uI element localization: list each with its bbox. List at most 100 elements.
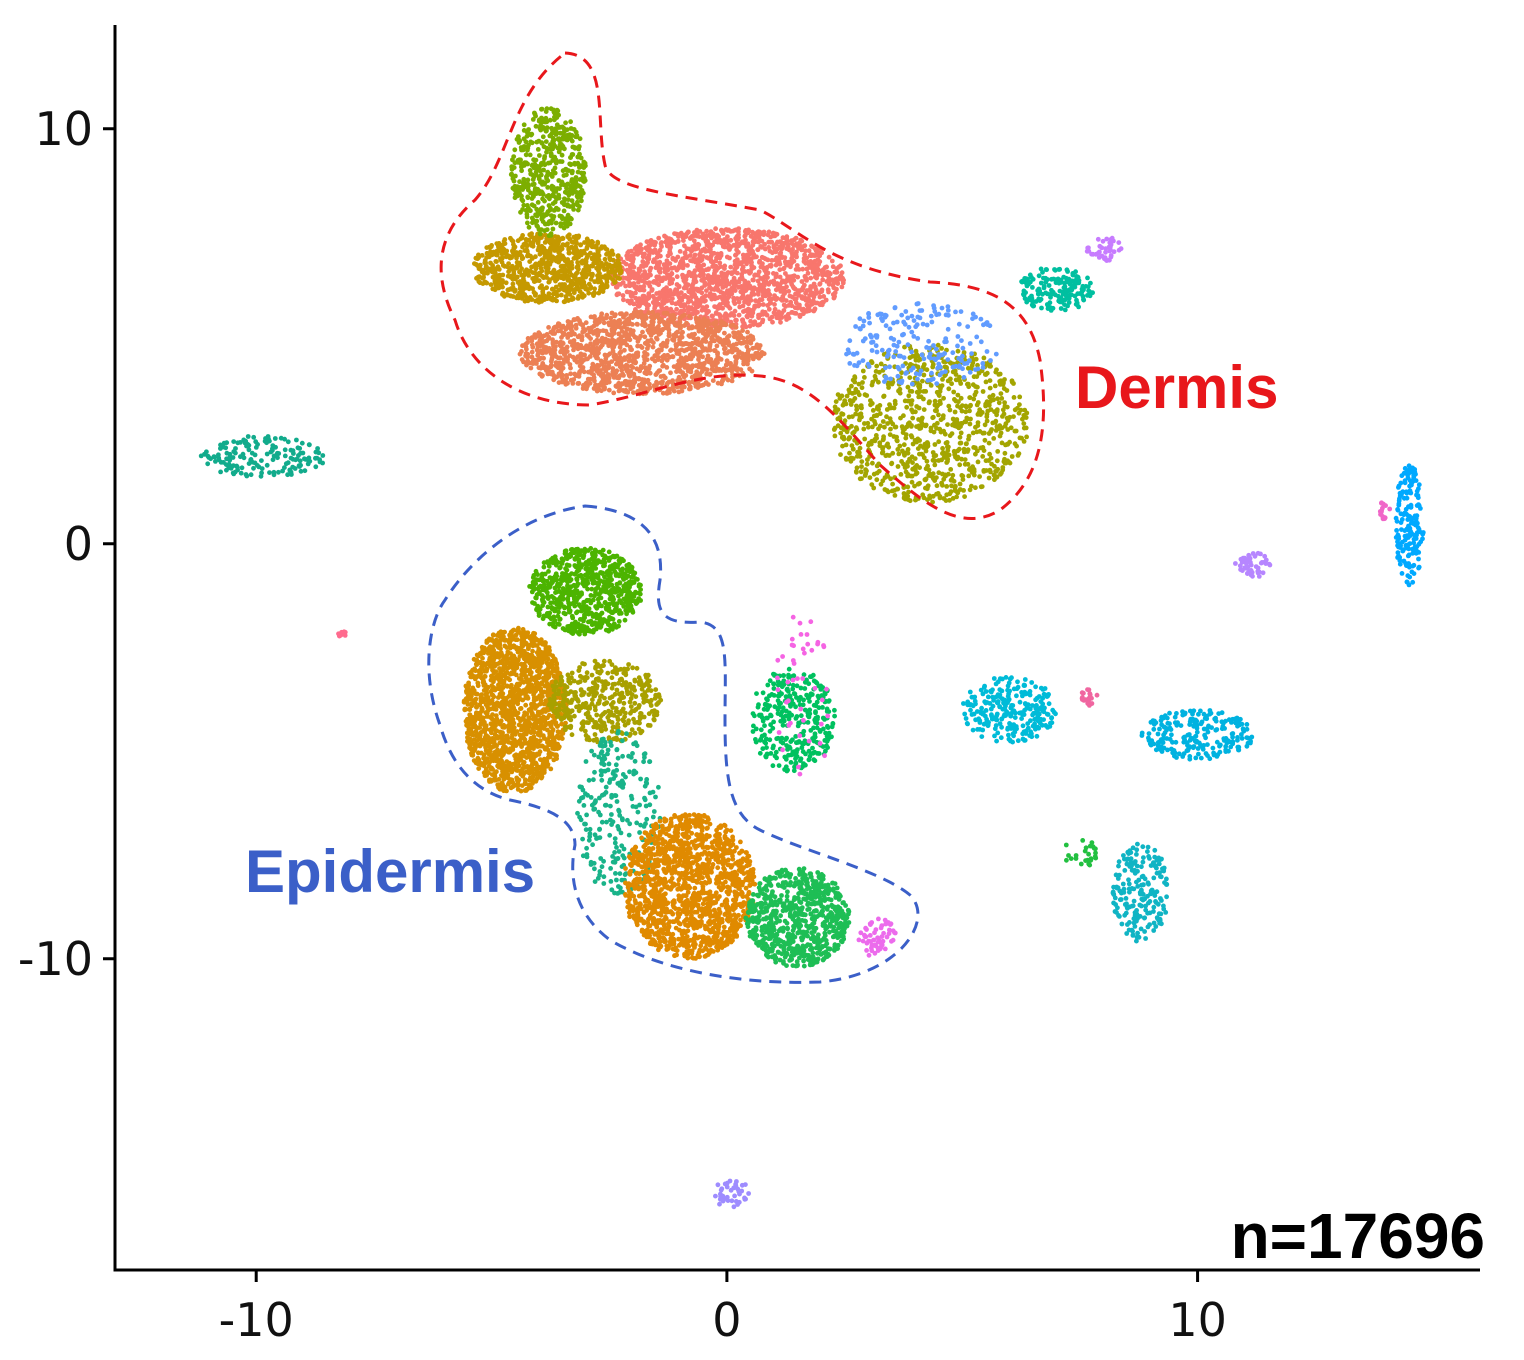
point [704, 288, 709, 293]
point [548, 132, 554, 138]
point [954, 489, 960, 494]
point [983, 379, 989, 385]
point [718, 314, 723, 320]
point [583, 269, 589, 274]
point [551, 214, 557, 219]
point [958, 430, 964, 436]
point [665, 338, 670, 343]
point [580, 280, 585, 286]
point [743, 339, 749, 345]
point [715, 287, 721, 292]
point [546, 255, 552, 260]
point [542, 119, 548, 125]
point [663, 276, 669, 281]
point [497, 278, 502, 284]
point [541, 167, 546, 173]
point [634, 366, 640, 372]
point [960, 477, 966, 482]
point [591, 260, 597, 266]
point [634, 350, 639, 356]
point [675, 238, 681, 244]
point [838, 430, 844, 436]
point [924, 486, 930, 492]
point [524, 212, 530, 217]
point [934, 483, 940, 489]
point [959, 456, 964, 462]
point [575, 346, 581, 352]
point [537, 231, 543, 237]
point [854, 426, 860, 432]
point [873, 369, 879, 374]
point [706, 266, 711, 272]
point [747, 283, 753, 289]
point [509, 237, 515, 243]
point [523, 152, 529, 158]
point [910, 415, 916, 421]
point [705, 239, 711, 244]
point [905, 450, 911, 456]
point [882, 424, 887, 430]
point [548, 296, 554, 302]
point [649, 288, 655, 293]
point [548, 106, 554, 112]
point [689, 273, 694, 279]
point [476, 279, 482, 284]
point [531, 157, 536, 163]
point [737, 335, 743, 341]
point [741, 255, 747, 261]
point [720, 244, 726, 249]
point [630, 259, 636, 265]
point [545, 178, 551, 184]
point [522, 292, 528, 297]
point [986, 431, 992, 436]
point [511, 245, 517, 251]
point [540, 134, 546, 140]
point [617, 320, 623, 326]
point [602, 256, 608, 262]
point [556, 112, 561, 118]
point [550, 146, 555, 152]
point [559, 361, 564, 367]
point [793, 297, 799, 302]
point [732, 308, 738, 314]
point [690, 325, 696, 330]
point [575, 207, 581, 213]
point [938, 401, 943, 406]
point [786, 274, 792, 280]
point [556, 287, 562, 293]
point [731, 295, 736, 301]
point [916, 481, 922, 487]
point [596, 290, 602, 296]
point [577, 177, 583, 182]
point [576, 381, 581, 386]
point [666, 333, 672, 339]
point [934, 389, 940, 395]
point [837, 415, 843, 421]
point [615, 291, 620, 297]
point [578, 321, 584, 327]
point [628, 293, 634, 299]
point [710, 233, 716, 239]
point [552, 324, 558, 330]
point [537, 251, 543, 257]
point [499, 259, 505, 265]
point [685, 368, 691, 374]
point [676, 389, 682, 395]
point [996, 400, 1002, 406]
point [734, 317, 739, 323]
point [618, 325, 624, 331]
point [627, 263, 633, 268]
point [572, 317, 577, 323]
point [1017, 394, 1023, 400]
point [948, 467, 954, 472]
point [561, 208, 567, 214]
point [551, 193, 557, 199]
point [564, 349, 570, 354]
point [525, 220, 530, 226]
point [802, 282, 807, 288]
point [510, 281, 516, 287]
point [616, 265, 622, 271]
point [889, 461, 894, 467]
point [512, 147, 518, 153]
point [967, 487, 973, 493]
